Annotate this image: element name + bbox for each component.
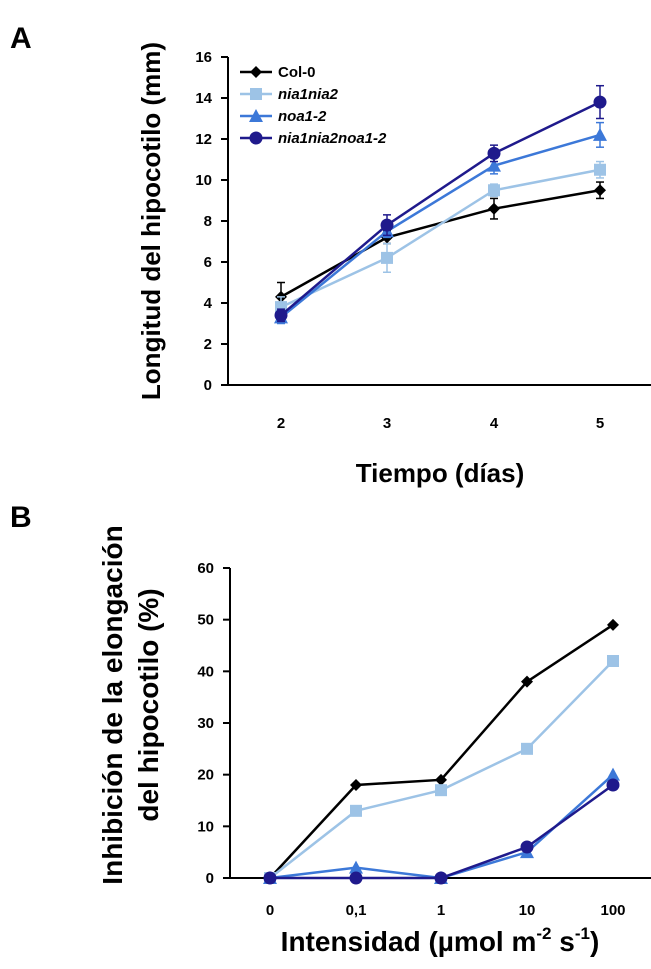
panel-b-point xyxy=(607,618,619,631)
panel-a-series-line xyxy=(280,168,601,309)
panel-b-x-axis-title-sup1: -2 xyxy=(536,924,551,943)
panel-b-x-tick-label: 100 xyxy=(600,902,625,919)
panel-b-point xyxy=(521,675,533,688)
legend-label: Col-0 xyxy=(278,64,316,81)
panel-b-x-axis-title-end: ) xyxy=(590,926,599,957)
panel-b-point xyxy=(350,804,362,817)
legend-marker xyxy=(250,88,262,100)
panel-a-series-line xyxy=(280,100,601,317)
panel-b-point xyxy=(349,871,363,885)
panel-b-x-axis-title-sup2: -1 xyxy=(575,924,590,943)
panel-b-point xyxy=(520,840,534,854)
legend-marker xyxy=(250,66,262,78)
panel-a-y-tick-label: 10 xyxy=(195,172,212,189)
panel-b-point xyxy=(607,655,619,667)
panel-b-series-line xyxy=(270,783,614,880)
panel-a-x-axis-title: Tiempo (días) xyxy=(356,458,525,488)
panel-a-point xyxy=(487,146,501,160)
panel-a-series-line xyxy=(280,189,601,298)
panel-a-letter: A xyxy=(10,22,32,55)
panel-b-x-axis-title: Intensidad (µmol m-2 s-1) xyxy=(281,924,600,957)
panel-b-point xyxy=(606,767,620,781)
panel-b-y-tick-label: 20 xyxy=(197,767,214,784)
panel-b-series-3 xyxy=(263,778,620,885)
panel-b-y-tick-label: 60 xyxy=(197,560,214,577)
legend-label: nia1nia2noa1-2 xyxy=(278,130,387,147)
panel-b-y-axis-title-line1: Inhibición de la elongación xyxy=(97,525,128,884)
panel-b-y-tick-label: 50 xyxy=(197,612,214,629)
panel-b-x-axis-title-main: Intensidad (µmol m xyxy=(281,926,537,957)
panel-b-series-line xyxy=(269,623,614,879)
panel-a-point xyxy=(594,163,606,176)
panel-b-point xyxy=(521,742,533,755)
panel-a: A 0 2 4 6 8 10 12 14 16 2 3 4 5 Longitud del hipoco… xyxy=(10,22,651,488)
panel-b-point xyxy=(349,860,363,874)
panel-b-point xyxy=(435,773,447,786)
panel-a-x-tick-label: 4 xyxy=(490,415,499,432)
panel-a-x-tick-label: 2 xyxy=(277,415,285,432)
panel-b-y-tick-label: 0 xyxy=(206,870,214,887)
panel-a-point xyxy=(594,184,606,197)
panel-a-y-tick-label: 4 xyxy=(204,295,213,312)
legend-label: nia1nia2 xyxy=(278,86,339,103)
panel-a-point xyxy=(487,158,501,172)
legend-label: noa1-2 xyxy=(278,108,327,125)
panel-b-series-line xyxy=(269,660,614,879)
panel-b-y-tick-label: 10 xyxy=(197,818,214,835)
legend-item: noa1-2 xyxy=(240,108,327,125)
panel-a-y-tick-label: 6 xyxy=(204,254,212,271)
panel-b-series-0 xyxy=(264,618,619,884)
panel-a-y-tick-label: 8 xyxy=(204,213,212,230)
panel-b-x-tick-label: 0 xyxy=(266,902,274,919)
panel-a-y-tick-label: 2 xyxy=(204,336,212,353)
panel-a-x-tick-label: 3 xyxy=(383,415,391,432)
panel-b-series-1 xyxy=(264,655,619,884)
panel-a-point xyxy=(274,308,288,322)
panel-b-point xyxy=(434,871,448,885)
panel-a-point xyxy=(488,202,500,215)
panel-a-y-tick-label: 0 xyxy=(204,377,212,394)
panel-a-y-axis-title: Longitud del hipocotilo (mm) xyxy=(136,42,166,400)
legend-item: nia1nia2noa1-2 xyxy=(240,130,387,147)
panel-a-y-tick-label: 16 xyxy=(195,49,212,66)
panel-a-point xyxy=(593,127,607,141)
panel-b-point xyxy=(263,871,277,885)
legend-item: nia1nia2 xyxy=(240,86,339,103)
panel-a-series-line xyxy=(280,133,601,319)
panel-b-y-tick-label: 30 xyxy=(197,715,214,732)
legend-marker xyxy=(249,109,263,122)
panel-a-series-1 xyxy=(275,160,606,319)
panel-b-y-axis-title-line2: del hipocotilo (%) xyxy=(133,588,164,821)
panel-b-x-axis-title-mid: s xyxy=(552,926,575,957)
panel-b-x-tick-label: 1 xyxy=(437,902,445,919)
panel-b-letter: B xyxy=(10,501,32,534)
panel-a-y-tick-label: 12 xyxy=(195,131,212,148)
panel-a-series-0 xyxy=(275,181,606,312)
panel-b-y-tick-label: 40 xyxy=(197,663,214,680)
panel-a-point xyxy=(380,218,394,232)
panel-a-y-tick-label: 14 xyxy=(195,90,212,107)
legend-item: Col-0 xyxy=(240,64,316,81)
panel-b-point xyxy=(606,778,620,792)
panel-a-x-tick-label: 5 xyxy=(596,415,604,432)
panel-b-point xyxy=(435,784,447,797)
legend-marker xyxy=(249,131,263,145)
panel-a-point xyxy=(488,184,500,197)
panel-b-x-tick-label: 0,1 xyxy=(346,902,367,919)
panel-a-series-3 xyxy=(274,84,607,323)
panel-a-point xyxy=(593,95,607,109)
panel-a-point xyxy=(381,251,393,264)
panel-b-point xyxy=(350,779,362,791)
panel-b-x-tick-label: 10 xyxy=(519,902,536,919)
panel-b: B 0 10 20 30 40 50 60 0 0,1 1 10 100 Inhibición de… xyxy=(10,501,651,957)
